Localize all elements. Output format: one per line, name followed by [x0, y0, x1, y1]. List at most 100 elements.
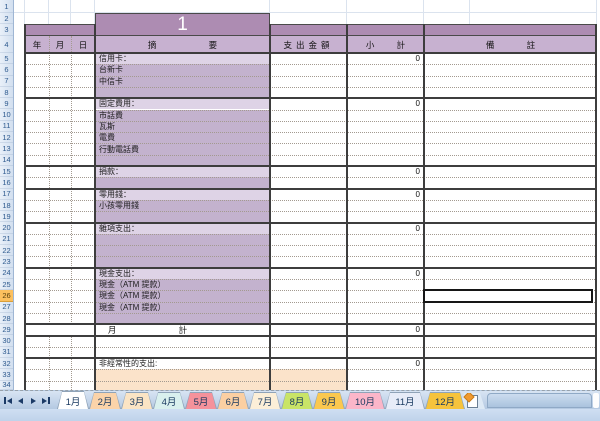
summary-cell[interactable]: 行動電話費 — [99, 144, 139, 154]
active-cell-selection[interactable] — [423, 289, 593, 303]
cell-range-fill[interactable] — [96, 109, 269, 121]
summary-cell[interactable]: 瓦斯 — [99, 121, 115, 131]
month-banner-cell[interactable]: 1 — [95, 13, 270, 36]
next-sheet-icon[interactable] — [27, 394, 40, 408]
row-number[interactable]: 18 — [0, 200, 13, 212]
row-number[interactable]: 33 — [0, 369, 13, 381]
row-number[interactable]: 11 — [0, 121, 13, 133]
row-number[interactable]: 15 — [0, 166, 13, 178]
sheet-tab-2月[interactable]: 2月 — [89, 392, 121, 409]
row-number[interactable]: 25 — [0, 279, 13, 291]
monthly-total-cell[interactable]: 月 計 — [107, 324, 188, 335]
cell-range-fill[interactable] — [96, 120, 269, 133]
cell-range-fill[interactable] — [96, 256, 269, 268]
row-number[interactable]: 1 — [0, 0, 13, 13]
summary-cell[interactable]: 現金支出： — [99, 268, 139, 278]
subtotal-value[interactable]: 0 — [415, 167, 420, 177]
sheet-tab-10月[interactable]: 10月 — [345, 392, 385, 409]
bottom-scroll-strip[interactable] — [0, 409, 600, 421]
subtotal-value[interactable]: 0 — [415, 268, 420, 278]
cell-range-fill[interactable] — [96, 143, 269, 155]
subtotal-value[interactable]: 0 — [415, 359, 420, 369]
row-number[interactable]: 21 — [0, 234, 13, 246]
row-number[interactable]: 26 — [0, 290, 13, 302]
row-number[interactable]: 16 — [0, 177, 13, 189]
sheet-tab-11月[interactable]: 11月 — [385, 392, 425, 409]
row-number[interactable]: 10 — [0, 110, 13, 121]
header-note[interactable]: 備 註 — [485, 39, 536, 50]
subtotal-value[interactable]: 0 — [415, 223, 420, 233]
header-subtotal[interactable]: 小 計 — [365, 39, 406, 50]
cell-range-fill[interactable] — [96, 177, 269, 189]
sheet-tab-9月[interactable]: 9月 — [313, 392, 345, 409]
summary-cell[interactable]: 零用錢： — [99, 189, 131, 199]
row-number[interactable]: 20 — [0, 223, 13, 234]
cell-range-fill[interactable] — [96, 279, 269, 291]
cell-range-fill[interactable] — [96, 53, 269, 65]
subtotal-value[interactable]: 0 — [415, 189, 420, 199]
cell-range-fill[interactable] — [96, 222, 269, 234]
summary-cell[interactable]: 中信卡 — [99, 76, 123, 86]
cell-range-fill[interactable] — [96, 380, 347, 390]
summary-cell[interactable]: 雜項支出： — [99, 223, 139, 233]
summary-cell[interactable]: 捐款： — [99, 167, 123, 177]
row-number[interactable]: 19 — [0, 211, 13, 223]
sheet-tab-8月[interactable]: 8月 — [281, 392, 313, 409]
sheet-tab-6月[interactable]: 6月 — [217, 392, 249, 409]
sheet-tab-12月[interactable]: 12月 — [425, 392, 465, 409]
sheet-tab-3月[interactable]: 3月 — [121, 392, 153, 409]
row-number[interactable]: 32 — [0, 358, 13, 370]
cell-range-fill[interactable] — [96, 132, 269, 144]
sheet-tab-5月[interactable]: 5月 — [185, 392, 217, 409]
cell-range-fill[interactable] — [96, 290, 269, 302]
cell-range-fill[interactable] — [96, 312, 269, 325]
cell-range-fill[interactable] — [96, 369, 347, 381]
summary-cell[interactable]: 現金（ATM 提款） — [99, 291, 166, 301]
row-number[interactable]: 6 — [0, 64, 13, 76]
header-day[interactable]: 日 — [78, 39, 88, 50]
sheet-tab-4月[interactable]: 4月 — [153, 392, 185, 409]
row-number[interactable]: 12 — [0, 132, 13, 144]
row-number[interactable]: 9 — [0, 98, 13, 110]
row-number[interactable]: 27 — [0, 302, 13, 313]
cell-range-fill[interactable] — [96, 64, 269, 76]
row-number[interactable]: 14 — [0, 155, 13, 166]
cell-range-fill[interactable] — [96, 199, 269, 212]
summary-cell[interactable]: 現金（ATM 提款） — [99, 280, 166, 290]
sheet-grid[interactable]: 1 年 月 日 摘 要 支出金額 小 計 備 註 信用卡： 0 台新卡 中信卡 固定費用… — [0, 0, 600, 390]
first-sheet-icon[interactable] — [1, 394, 14, 408]
row-number[interactable]: 8 — [0, 87, 13, 99]
cell-range-fill[interactable] — [96, 75, 269, 87]
summary-cell[interactable]: 信用卡： — [99, 54, 131, 64]
row-number[interactable]: 30 — [0, 336, 13, 347]
cell-range-fill[interactable] — [96, 267, 269, 279]
insert-worksheet-icon[interactable] — [459, 393, 485, 409]
row-number[interactable]: 22 — [0, 245, 13, 257]
summary-cell[interactable]: 台新卡 — [99, 65, 123, 75]
row-number[interactable]: 5 — [0, 53, 13, 65]
header-year[interactable]: 年 — [32, 39, 42, 50]
last-sheet-icon[interactable] — [40, 394, 53, 408]
sheet-tab-1月[interactable]: 1月 — [57, 391, 89, 409]
summary-cell[interactable]: 市話費 — [99, 110, 123, 120]
row-number[interactable]: 23 — [0, 256, 13, 268]
cell-range-fill[interactable] — [96, 211, 269, 223]
subtotal-value[interactable]: 0 — [415, 54, 420, 64]
cell-range-fill[interactable] — [96, 86, 269, 99]
row-number[interactable]: 31 — [0, 347, 13, 359]
cell-range-fill[interactable] — [96, 154, 269, 166]
summary-cell[interactable]: 現金（ATM 提款） — [99, 302, 166, 312]
previous-sheet-icon[interactable] — [14, 394, 27, 408]
cell-range-fill[interactable] — [96, 233, 269, 246]
header-summary[interactable]: 摘 要 — [147, 39, 218, 50]
cell-range-fill[interactable] — [96, 245, 269, 257]
cell-range-fill[interactable] — [96, 301, 269, 313]
row-number[interactable]: 4 — [0, 36, 13, 53]
summary-cell[interactable]: 電費 — [99, 133, 115, 143]
row-number[interactable]: 17 — [0, 189, 13, 200]
summary-cell[interactable]: 非經常性的支出: — [99, 359, 158, 369]
subtotal-value[interactable]: 0 — [415, 99, 420, 109]
summary-cell[interactable]: 固定費用： — [99, 99, 139, 109]
cell-range-fill[interactable] — [96, 166, 269, 178]
row-number[interactable]: 34 — [0, 380, 13, 390]
